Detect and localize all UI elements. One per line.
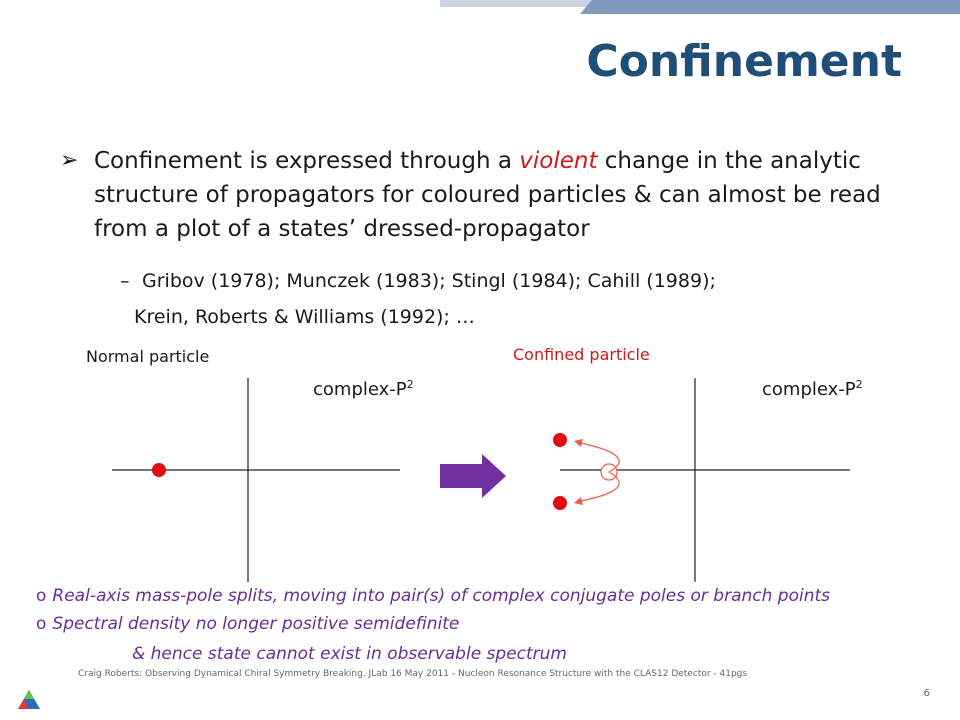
note-text-2: Spectral density no longer positive semi… bbox=[52, 614, 460, 634]
main-bullet-text: Confinement is expressed through a viole… bbox=[94, 144, 890, 246]
complex-label-sup-right: 2 bbox=[855, 378, 863, 391]
main-bullet: ➢ Confinement is expressed through a vio… bbox=[60, 144, 890, 246]
top-bar-dark bbox=[580, 0, 960, 14]
note-line-1: o Real-axis mass-pole splits, moving into… bbox=[36, 586, 830, 606]
confined-particle-label: Confined particle bbox=[513, 345, 650, 364]
argonne-logo-icon bbox=[18, 690, 40, 709]
complex-label-sup-left: 2 bbox=[406, 378, 414, 391]
bullet-arrow-icon: ➢ bbox=[60, 148, 79, 173]
reference-text-1: Gribov (1978); Munczek (1983); Stingl (1… bbox=[142, 270, 716, 292]
bullet-text-pre: Confinement is expressed through a bbox=[94, 148, 520, 174]
transition-arrow-icon bbox=[440, 454, 506, 498]
complex-plane-label-right: complex-P2 bbox=[762, 378, 863, 400]
page-number: 6 bbox=[923, 688, 930, 699]
sub-bullet-dash: – bbox=[120, 270, 130, 292]
top-decoration-bar bbox=[0, 0, 960, 14]
note-line-3: & hence state cannot exist in observable… bbox=[132, 644, 567, 664]
split-arrowhead-lower bbox=[574, 497, 583, 505]
split-arrowhead-upper bbox=[574, 439, 583, 447]
split-curve bbox=[575, 441, 620, 503]
complex-plane-label-left: complex-P2 bbox=[313, 378, 414, 400]
note-text-1: Real-axis mass-pole splits, moving into … bbox=[52, 586, 830, 606]
normal-particle-label: Normal particle bbox=[86, 347, 210, 366]
note-marker-1: o bbox=[36, 586, 47, 606]
complex-label-text-left: complex-P bbox=[313, 379, 407, 400]
slide-title: Confinement bbox=[586, 36, 902, 87]
note-line-2: o Spectral density no longer positive sem… bbox=[36, 614, 459, 634]
real-axis-pole bbox=[152, 463, 166, 477]
reference-line-1: – Gribov (1978); Munczek (1983); Stingl (… bbox=[120, 268, 880, 294]
bullet-text-emphasis: violent bbox=[519, 148, 598, 174]
slide-footer: Craig Roberts: Observing Dynamical Chira… bbox=[78, 669, 748, 679]
bullet-text-post: change in the analytic structure of prop… bbox=[94, 148, 881, 242]
complex-pole-upper bbox=[553, 433, 567, 447]
complex-label-text-right: complex-P bbox=[762, 379, 856, 400]
reference-line-2: Krein, Roberts & Williams (1992); … bbox=[134, 306, 475, 328]
note-marker-2: o bbox=[36, 614, 47, 634]
complex-pole-lower bbox=[553, 496, 567, 510]
